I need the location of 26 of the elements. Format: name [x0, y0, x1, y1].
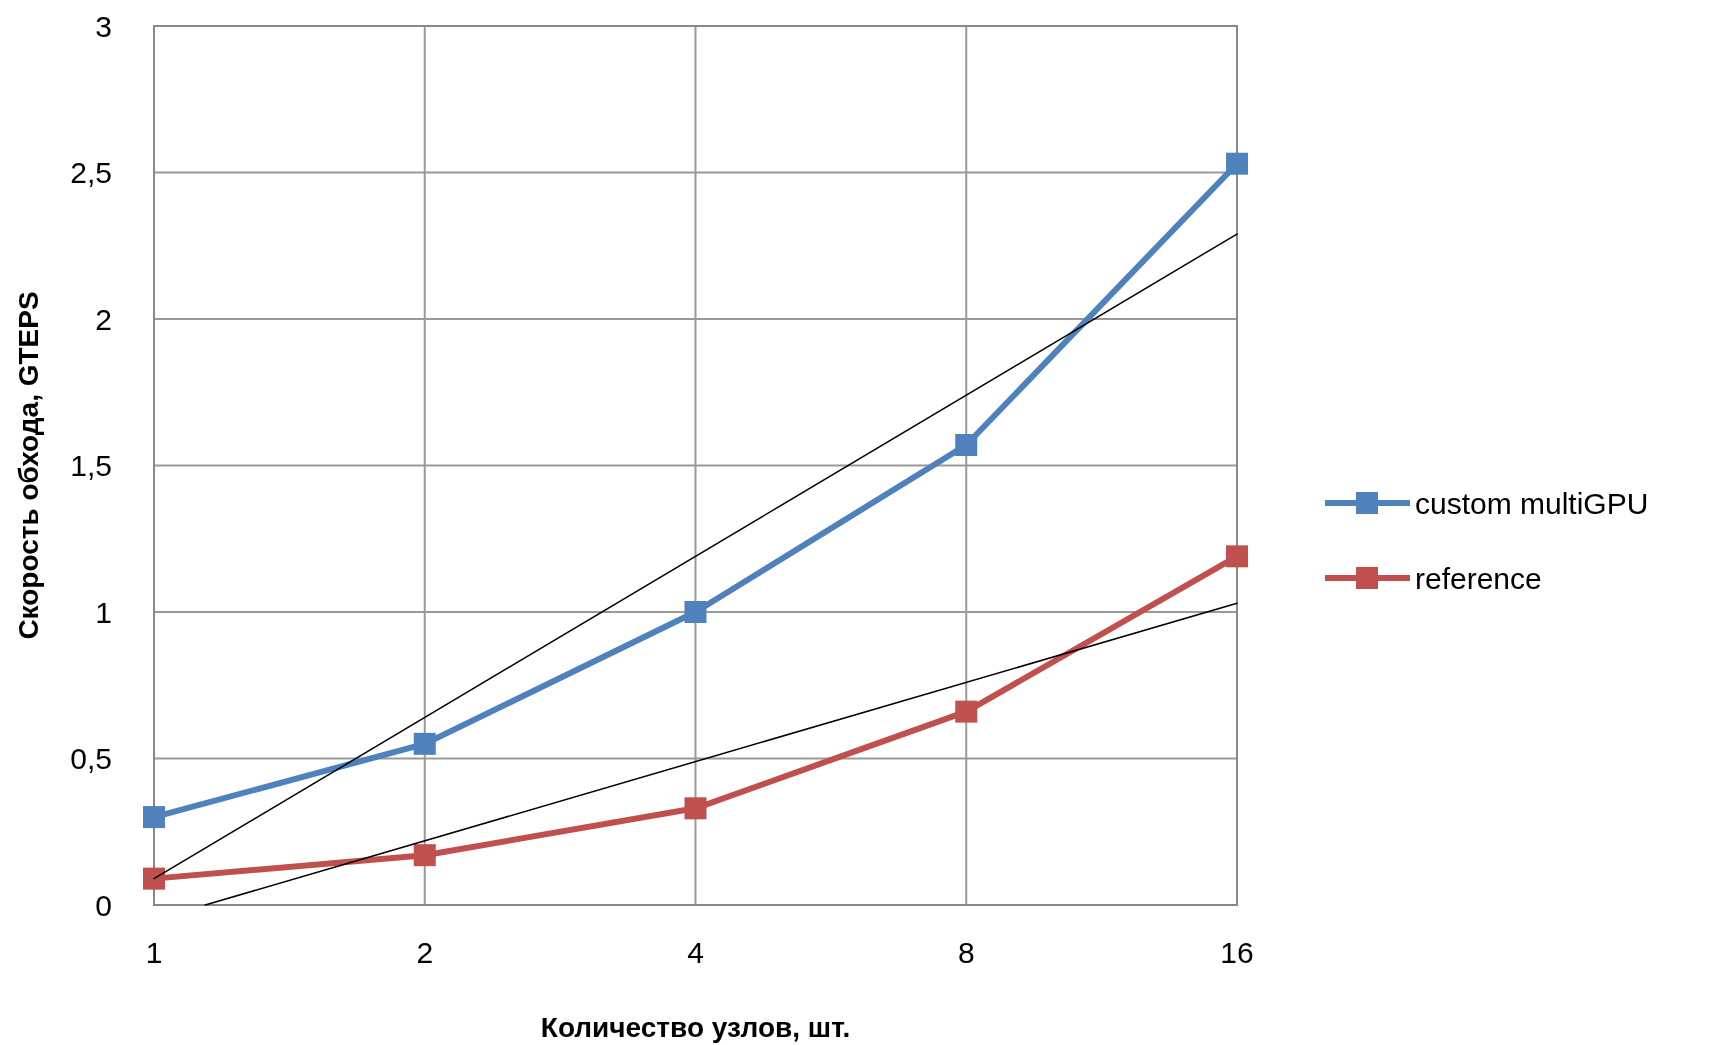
- y-tick-label: 0: [95, 888, 112, 922]
- y-tick-label: 2,5: [70, 156, 112, 189]
- point: [143, 867, 165, 890]
- point: [684, 601, 707, 623]
- point: [955, 700, 978, 723]
- y-tick-label: 0,5: [70, 742, 112, 775]
- x-tick-label: 2: [416, 936, 434, 969]
- x-tick-label: 16: [1220, 936, 1254, 969]
- point: [1226, 545, 1248, 568]
- point: [684, 797, 707, 820]
- y-tick-label: 3: [95, 9, 112, 43]
- point: [1226, 152, 1248, 175]
- x-tick-label: 8: [957, 936, 975, 969]
- point: [413, 844, 436, 867]
- x-tick-label: 4: [687, 936, 704, 969]
- legend-label: custom multiGPU: [1415, 486, 1649, 520]
- y-tick-label: 1: [95, 595, 112, 629]
- x-tick-label: 1: [145, 936, 163, 969]
- point: [955, 433, 978, 456]
- point: [143, 806, 165, 829]
- x-axis-title: Количество узлов, шт.: [540, 1012, 851, 1043]
- point: [413, 732, 436, 755]
- y-tick-label: 1,5: [70, 449, 112, 482]
- y-tick-label: 2: [95, 302, 112, 336]
- legend-label: reference: [1415, 561, 1542, 595]
- y-axis-title: Скорость обхода, GTEPS: [13, 291, 44, 640]
